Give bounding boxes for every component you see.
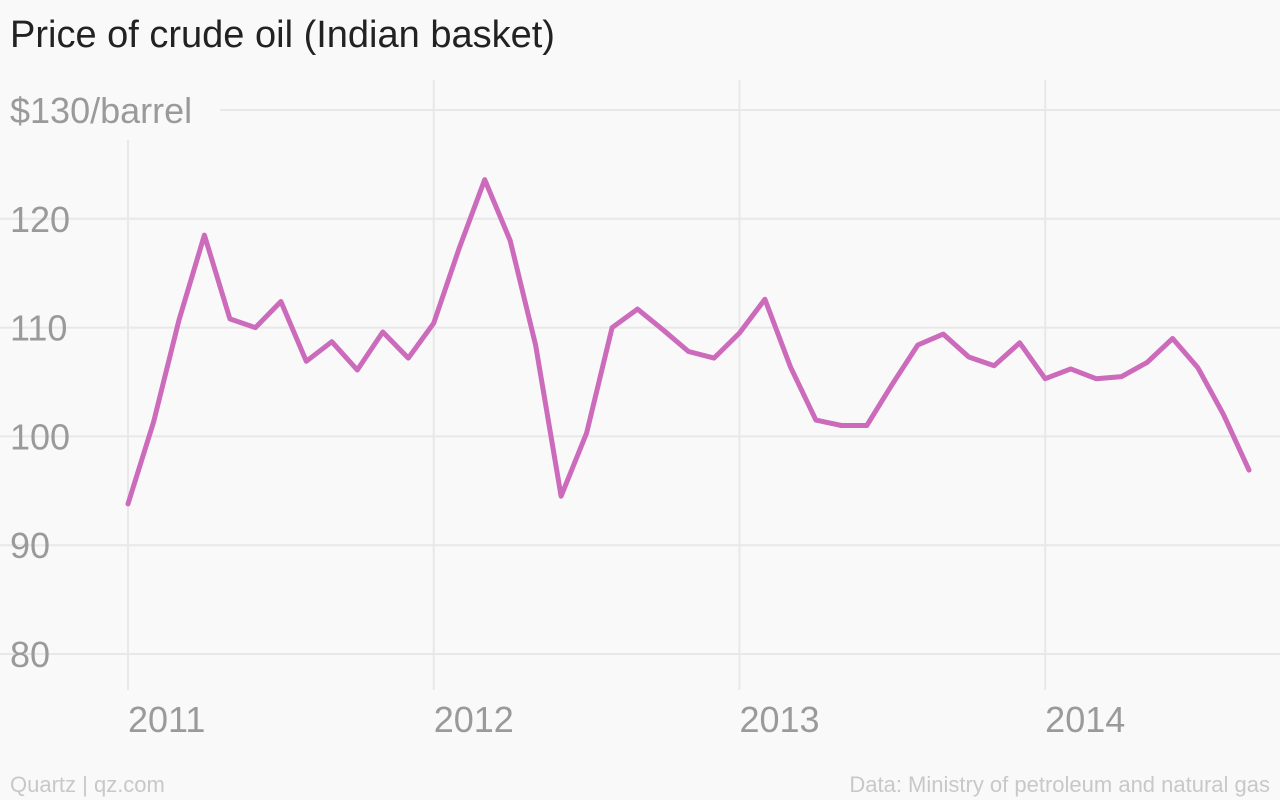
y-tick-label-130: $130/barrel: [10, 90, 192, 131]
y-tick-label-100: 100: [10, 416, 70, 457]
x-axis-tick-labels: 2011 2012 2013 2014: [128, 699, 1125, 740]
credit-text: Quartz | qz.com: [10, 772, 165, 797]
y-tick-label-90: 90: [10, 525, 50, 566]
x-tick-label-2012: 2012: [434, 699, 514, 740]
vertical-gridlines: [127, 80, 1047, 690]
x-tick-label-2013: 2013: [739, 699, 819, 740]
series-line-0: [125, 177, 1252, 507]
horizontal-gridlines: [0, 109, 1280, 655]
x-tick-label-2011: 2011: [128, 699, 205, 740]
y-axis-tick-labels: $130/barrel 120 110 100 90 80: [10, 90, 192, 675]
y-tick-label-110: 110: [10, 308, 67, 349]
y-tick-label-120: 120: [10, 199, 70, 240]
series-layer: [125, 177, 1252, 507]
y-tick-label-80: 80: [10, 634, 50, 675]
chart-title: Price of crude oil (Indian basket): [10, 14, 555, 56]
x-tick-label-2014: 2014: [1045, 699, 1125, 740]
data-source-text: Data: Ministry of petroleum and natural …: [849, 772, 1270, 797]
